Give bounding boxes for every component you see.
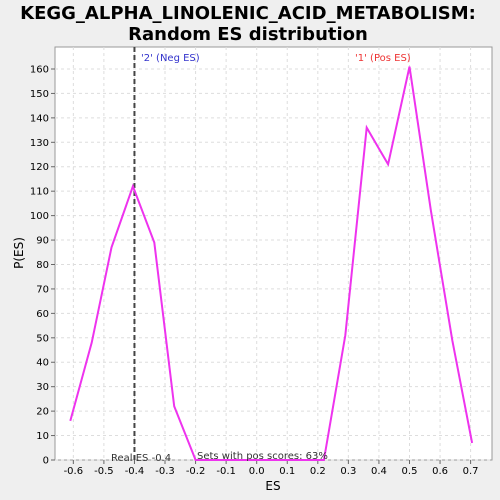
es-distribution-line	[69, 66, 474, 461]
x-tick-label: 0.7	[463, 466, 479, 477]
y-tick-label: 90	[36, 236, 49, 247]
y-tick-label: 0	[43, 456, 49, 467]
pos-es-label: '1' (Pos ES)	[355, 53, 411, 64]
neg-es-label: '2' (Neg ES)	[141, 53, 200, 64]
y-tick-label: 20	[36, 407, 49, 418]
y-tick-label: 110	[30, 187, 49, 198]
y-tick-label: 160	[30, 64, 49, 75]
x-axis-label: ES	[265, 479, 280, 493]
chart-title-line1: KEGG_ALPHA_LINOLENIC_ACID_METABOLISM:	[20, 3, 476, 24]
x-axis-ticks: -0.6 -0.5 -0.4 -0.3 -0.2 -0.1 0.0 0.1 0.2 0.3 0.4 0…	[64, 460, 479, 477]
x-tick-label: 0.2	[310, 466, 326, 477]
x-tick-label: 0.0	[249, 466, 265, 477]
y-axis-label: P(ES)	[12, 237, 26, 269]
chart-title-line2: Random ES distribution	[128, 24, 368, 45]
y-tick-label: 60	[36, 309, 49, 320]
y-tick-label: 150	[30, 89, 49, 100]
x-tick-label: -0.1	[216, 466, 236, 477]
x-tick-label: -0.5	[94, 466, 114, 477]
y-axis-ticks: 0 10 20 30 40 50 60 70 80 90 100 110 120 130 140 150 160	[30, 64, 55, 467]
y-tick-label: 10	[36, 431, 49, 442]
y-tick-label: 40	[36, 358, 49, 369]
y-tick-label: 100	[30, 211, 49, 222]
x-tick-label: 0.3	[340, 466, 356, 477]
y-tick-label: 80	[36, 260, 49, 271]
x-tick-label: -0.4	[125, 466, 145, 477]
x-tick-label: 0.5	[402, 466, 418, 477]
x-tick-label: 0.1	[279, 466, 295, 477]
sets-with-pos-scores-label: Sets with pos scores: 63%	[197, 451, 328, 462]
x-tick-label: 0.6	[432, 466, 448, 477]
real-es-label: Real ES -0.4	[111, 453, 171, 464]
y-tick-label: 30	[36, 382, 49, 393]
y-tick-label: 50	[36, 333, 49, 344]
y-tick-label: 140	[30, 113, 49, 124]
y-tick-label: 70	[36, 284, 49, 295]
y-tick-label: 120	[30, 162, 49, 173]
plot-area	[54, 46, 493, 461]
y-tick-label: 130	[30, 138, 49, 149]
x-tick-label: -0.2	[186, 466, 206, 477]
x-tick-label: -0.3	[155, 466, 175, 477]
x-tick-label: 0.4	[371, 466, 387, 477]
x-tick-label: -0.6	[64, 466, 84, 477]
